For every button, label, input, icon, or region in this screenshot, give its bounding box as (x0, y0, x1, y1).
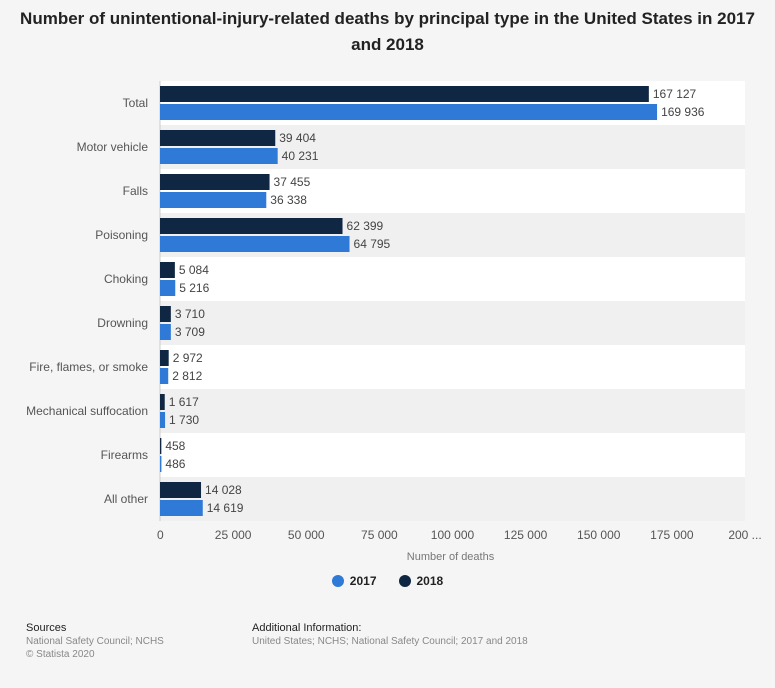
bar-2018 (160, 130, 276, 146)
additional-info-text: United States; NCHS; National Safety Cou… (252, 636, 528, 647)
data-label-2018: 1 617 (169, 395, 199, 409)
category-band (160, 433, 745, 477)
data-label-2018: 62 399 (347, 219, 384, 233)
legend-item-2017[interactable]: 2017 (331, 574, 377, 588)
bar-2017 (160, 412, 166, 428)
data-label-2018: 2 972 (173, 351, 203, 365)
sources-block: Sources National Safety Council; NCHS © … (26, 622, 164, 661)
legend-label-2017: 2017 (349, 574, 377, 588)
category-label: Falls (123, 184, 148, 198)
category-band (160, 345, 745, 389)
bar-2018 (160, 86, 649, 102)
category-band (160, 477, 745, 521)
chart-title: Number of unintentional-injury-related d… (20, 9, 755, 54)
legend-dot-2017 (331, 575, 344, 587)
data-label-2017: 169 936 (661, 105, 705, 119)
bar-2017 (160, 192, 267, 208)
data-label-2018: 39 404 (279, 131, 316, 145)
x-tick-label: 25 000 (215, 528, 252, 542)
additional-info-heading: Additional Information: (252, 622, 362, 634)
bar-2018 (160, 438, 162, 454)
data-label-2017: 3 709 (175, 325, 205, 339)
category-band (160, 257, 745, 301)
category-label: All other (104, 492, 148, 506)
x-tick-label: 150 000 (577, 528, 621, 542)
category-label: Motor vehicle (77, 140, 149, 154)
legend-dot-2018 (398, 575, 411, 587)
bar-2018 (160, 482, 202, 498)
x-tick-label: 75 000 (361, 528, 398, 542)
legend-label-2018: 2018 (416, 574, 444, 588)
category-label: Mechanical suffocation (26, 404, 148, 418)
bar-2017 (160, 368, 169, 384)
bar-2018 (160, 394, 165, 410)
category-label: Fire, flames, or smoke (29, 360, 148, 374)
category-label: Drowning (97, 316, 148, 330)
data-label-2017: 5 216 (179, 281, 209, 295)
chart-plot: Total 167 127 169 936 Motor vehicle 39 404 40… (26, 81, 762, 563)
sources-heading: Sources (26, 622, 67, 634)
bar-2017 (160, 148, 278, 164)
legend-item-2018[interactable]: 2018 (398, 574, 444, 588)
data-label-2017: 2 812 (172, 369, 202, 383)
x-axis-title: Number of deaths (407, 551, 495, 563)
bar-2018 (160, 306, 171, 322)
sources-text[interactable]: National Safety Council; NCHS (26, 636, 164, 647)
x-tick-label: 175 000 (650, 528, 694, 542)
data-label-2017: 36 338 (270, 193, 307, 207)
x-tick-label: 100 000 (431, 528, 475, 542)
legend: 2017 2018 (0, 574, 775, 588)
data-label-2017: 64 795 (354, 237, 391, 251)
category-band (160, 389, 745, 433)
category-band (160, 301, 745, 345)
data-label-2018: 5 084 (179, 263, 209, 277)
category-label: Total (123, 96, 148, 110)
bar-2017 (160, 280, 176, 296)
bar-2017 (160, 500, 203, 516)
category-label: Choking (104, 272, 148, 286)
copyright-text[interactable]: © Statista 2020 (26, 649, 95, 660)
bar-2018 (160, 262, 175, 278)
x-tick-label: 125 000 (504, 528, 548, 542)
bar-2018 (160, 218, 343, 234)
data-label-2018: 37 455 (274, 175, 311, 189)
bar-2017 (160, 324, 171, 340)
data-label-2017: 14 619 (207, 501, 244, 515)
data-label-2017: 1 730 (169, 413, 199, 427)
bar-2017 (160, 456, 162, 472)
data-label-2018: 458 (165, 439, 185, 453)
bar-2018 (160, 350, 169, 366)
x-tick-label: 200 ... (728, 528, 761, 542)
data-label-2018: 14 028 (205, 483, 242, 497)
data-label-2017: 486 (165, 457, 185, 471)
data-label-2018: 3 710 (175, 307, 205, 321)
category-label: Firearms (101, 448, 148, 462)
data-label-2017: 40 231 (282, 149, 319, 163)
data-label-2018: 167 127 (653, 87, 697, 101)
additional-info-block: Additional Information: United States; N… (252, 622, 528, 648)
bar-2018 (160, 174, 270, 190)
bar-2017 (160, 236, 350, 252)
category-label: Poisoning (95, 228, 148, 242)
x-tick-label: 50 000 (288, 528, 325, 542)
bar-2017 (160, 104, 658, 120)
x-tick-label: 0 (157, 528, 164, 542)
